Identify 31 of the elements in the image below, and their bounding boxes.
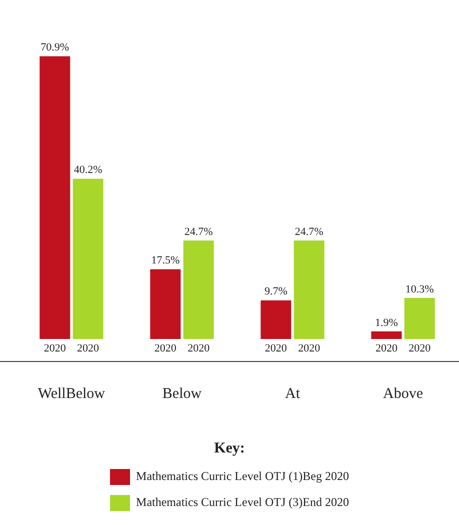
data-label: 1.9% [374,316,398,329]
bar [371,331,402,339]
x-tick-label: Above [383,386,424,402]
data-label: 40.2% [74,164,102,176]
data-label: 70.9% [40,42,70,54]
bar [40,56,70,339]
x-tick-label: Below [162,386,202,402]
annotation: 2020 [44,342,66,354]
annotation: 2020 [188,342,210,354]
annotation: 2020 [408,342,432,354]
data-label: 24.7% [184,226,213,238]
bar [404,298,435,339]
bar [72,178,104,339]
bar [150,269,181,339]
bar [260,300,292,339]
annotation: 2020 [298,342,321,354]
annotation: 2020 [375,342,398,354]
bar [294,240,324,339]
annotation: 2020 [77,342,100,354]
bar [183,240,214,339]
legend-label: Mathematics Curric Level OTJ (3)End 2020 [136,495,349,510]
data-label: 10.3% [405,283,434,296]
legend-title: Key: [214,440,245,456]
x-tick-label: At [285,386,301,402]
data-label: 9.7% [264,286,288,298]
legend-label: Mathematics Curric Level OTJ (1)Beg 2020 [136,469,349,484]
annotation: 2020 [264,342,288,354]
data-label: 17.5% [151,254,180,267]
data-label: 24.7% [294,226,324,238]
annotation: 2020 [154,342,177,354]
x-tick-label: WellBelow [38,386,106,402]
